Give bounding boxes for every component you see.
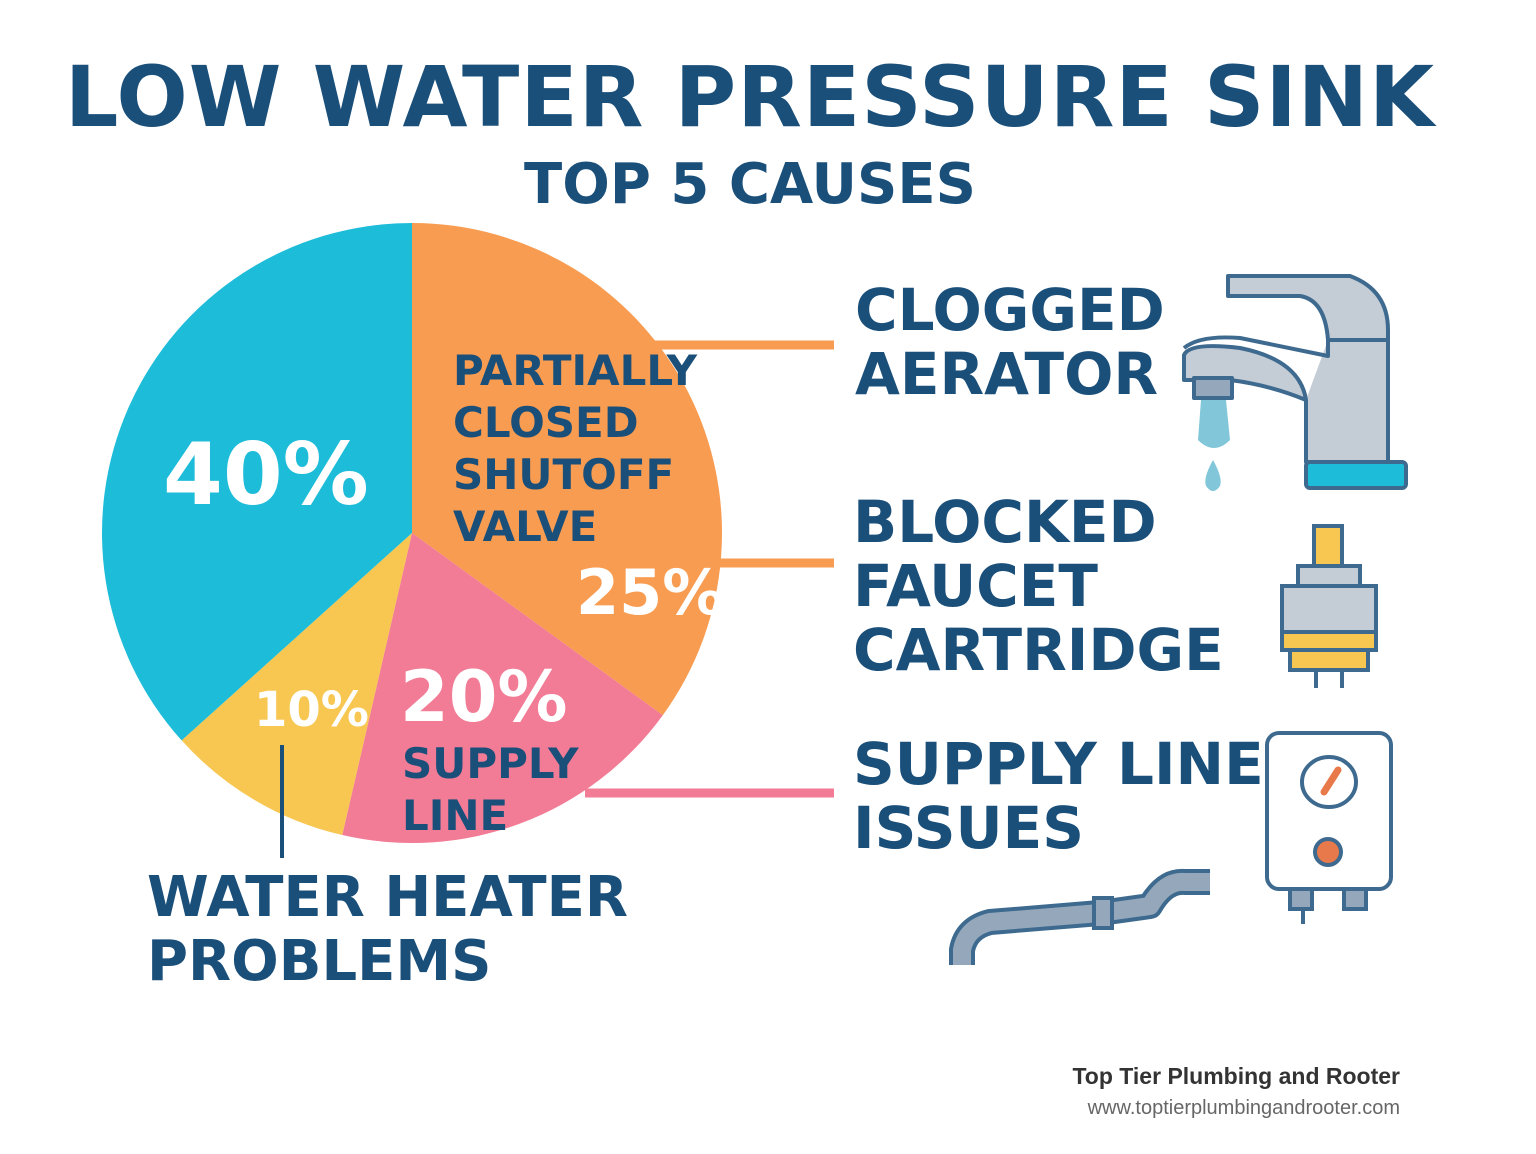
callout-aerator: CLOGGED AERATOR [855, 278, 1165, 406]
label-line: SHUTOFF [453, 450, 675, 499]
page-subtitle: TOP 5 CAUSES [524, 152, 976, 217]
water-heater-icon [1265, 731, 1393, 924]
page-title: LOW WATER PRESSURE SINK [64, 48, 1436, 146]
slice-value-label: 20% [400, 656, 568, 738]
label-line: CLOSED [453, 398, 639, 447]
pie-slice [412, 223, 722, 716]
slice-label-valve: PARTIALLY CLOSED SHUTOFF VALVE [453, 345, 697, 553]
label-line: PARTIALLY [453, 346, 698, 395]
footer-url[interactable]: www.toptierplumbingandrooter.com [1087, 1097, 1400, 1119]
faucet-icon [1182, 274, 1408, 491]
footer-company: Top Tier Plumbing and Rooter [1072, 1063, 1400, 1089]
label-line: AERATOR [855, 340, 1159, 408]
label-line: VALVE [453, 502, 598, 551]
slice-label-supply: SUPPLY LINE [402, 738, 579, 842]
label-line: WATER HEATER [147, 865, 629, 930]
pipe-icon [949, 868, 1210, 965]
label-water-heater: WATER HEATER PROBLEMS [147, 866, 628, 994]
slice-value-label: 25% [576, 556, 725, 629]
pie-slice [101, 223, 412, 741]
callout-supply-line: SUPPLY LINE ISSUES [853, 732, 1264, 860]
label-line: BLOCKED [853, 488, 1157, 556]
label-line: PROBLEMS [147, 929, 492, 994]
cartridge-icon [1280, 524, 1378, 688]
slice-value-label: 40% [163, 425, 369, 525]
pie-slice [342, 533, 663, 843]
pie-slice [181, 533, 412, 836]
callout-cartridge: BLOCKED FAUCET CARTRIDGE [853, 490, 1224, 682]
label-line: SUPPLY [402, 739, 579, 788]
label-line: SUPPLY LINE [853, 730, 1264, 798]
label-line: CLOGGED [855, 276, 1165, 344]
label-line: CARTRIDGE [853, 616, 1224, 684]
label-line: ISSUES [853, 794, 1085, 862]
label-line: FAUCET [853, 552, 1098, 620]
slice-value-label: 10% [254, 682, 369, 738]
label-line: LINE [402, 791, 509, 840]
